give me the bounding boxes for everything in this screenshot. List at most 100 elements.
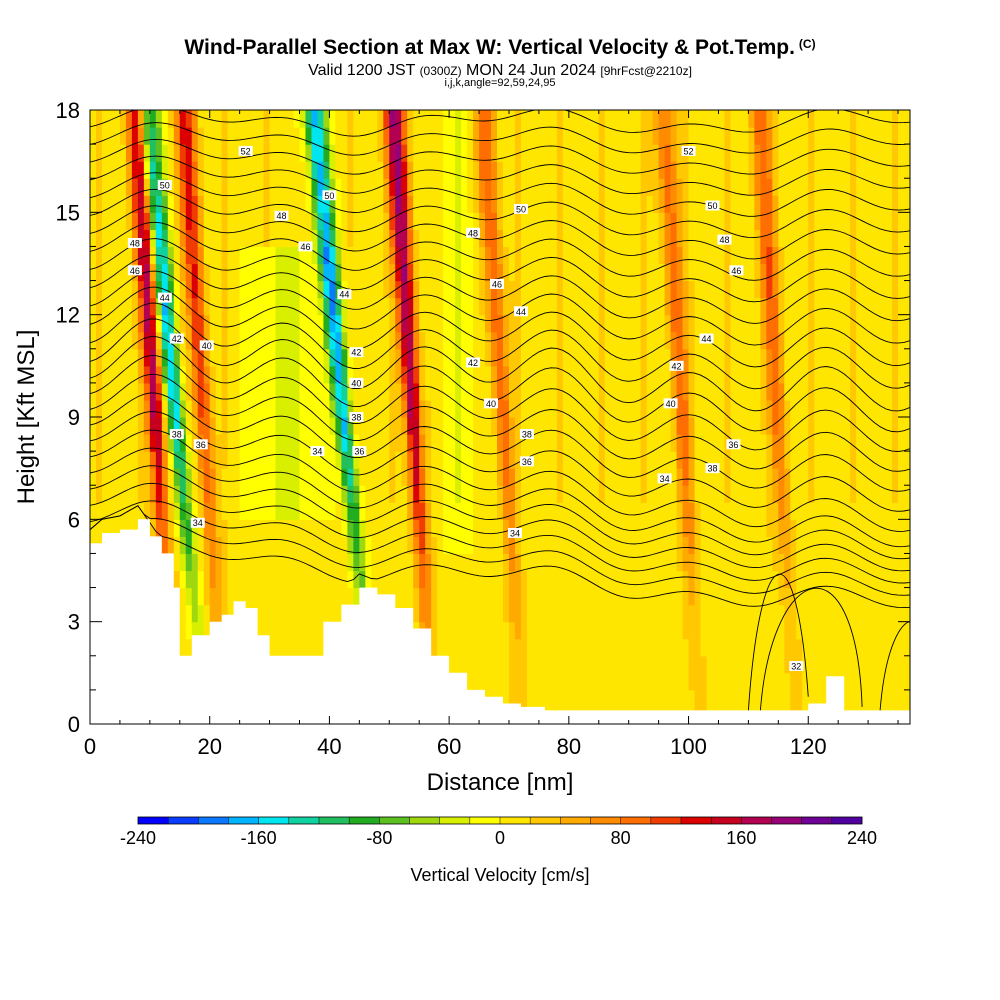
velocity-cell	[592, 485, 600, 503]
velocity-cell	[706, 127, 714, 145]
velocity-cell	[874, 587, 881, 606]
velocity-cell	[491, 246, 498, 265]
velocity-cell	[221, 314, 229, 333]
velocity-cell	[520, 110, 528, 128]
velocity-cell	[269, 621, 277, 640]
velocity-cell	[239, 536, 247, 555]
velocity-cell	[263, 263, 271, 282]
velocity-cell	[107, 382, 115, 401]
velocity-cell	[419, 502, 426, 520]
velocity-cell	[443, 229, 450, 248]
velocity-cell	[335, 127, 342, 145]
velocity-cell	[622, 399, 630, 418]
velocity-cell	[742, 263, 749, 282]
velocity-cell	[898, 485, 905, 503]
velocity-cell	[341, 144, 348, 162]
velocity-cell	[125, 382, 133, 401]
velocity-cell	[622, 638, 630, 657]
velocity-cell	[610, 434, 618, 452]
velocity-cell	[203, 246, 211, 265]
velocity-cell	[874, 178, 881, 196]
velocity-cell	[736, 144, 744, 162]
velocity-cell	[347, 417, 354, 435]
velocity-cell	[664, 212, 672, 230]
velocity-cell	[706, 502, 714, 520]
velocity-cell	[676, 161, 684, 179]
velocity-cell	[682, 621, 690, 640]
velocity-cell	[407, 502, 414, 520]
velocity-cell	[544, 195, 552, 213]
velocity-cell	[299, 485, 307, 503]
velocity-cell	[706, 672, 714, 691]
velocity-cell	[383, 246, 390, 265]
velocity-cell	[347, 519, 354, 537]
velocity-cell	[568, 451, 576, 469]
velocity-cell	[227, 553, 235, 572]
velocity-cell	[790, 212, 797, 230]
velocity-cell	[251, 382, 259, 401]
velocity-cell	[125, 195, 133, 213]
velocity-cell	[580, 672, 588, 691]
velocity-cell	[90, 417, 97, 435]
velocity-cell	[155, 399, 163, 418]
velocity-cell	[101, 280, 109, 299]
velocity-cell	[856, 382, 863, 401]
velocity-cell	[664, 536, 672, 555]
velocity-cell	[179, 399, 187, 418]
velocity-cell	[251, 178, 259, 196]
velocity-cell	[401, 434, 408, 452]
velocity-cell	[616, 246, 624, 265]
velocity-cell	[161, 348, 169, 367]
velocity-cell	[640, 434, 648, 452]
velocity-cell	[341, 348, 348, 367]
velocity-cell	[538, 587, 546, 606]
velocity-cell	[850, 587, 857, 606]
velocity-cell	[838, 297, 845, 316]
velocity-cell	[688, 434, 696, 452]
velocity-cell	[179, 246, 187, 265]
velocity-cell	[736, 178, 744, 196]
velocity-cell	[616, 161, 624, 179]
velocity-cell	[251, 570, 259, 589]
velocity-cell	[760, 161, 767, 179]
velocity-cell	[784, 110, 791, 128]
velocity-cell	[856, 689, 863, 708]
velocity-cell	[431, 434, 438, 452]
velocity-cell	[395, 502, 402, 520]
velocity-cell	[814, 314, 821, 333]
isentrope-line	[90, 318, 910, 412]
velocity-cell	[215, 553, 223, 572]
velocity-cell	[425, 229, 432, 248]
velocity-cell	[257, 127, 265, 145]
velocity-cell	[730, 110, 738, 128]
velocity-cell	[682, 434, 690, 452]
terrain-shape	[90, 519, 910, 724]
velocity-cell	[898, 553, 905, 572]
velocity-cell	[191, 212, 199, 230]
velocity-cell	[604, 246, 612, 265]
velocity-cell	[670, 553, 678, 572]
velocity-cell	[443, 365, 450, 384]
velocity-cell	[401, 553, 408, 572]
velocity-cell	[215, 178, 223, 196]
velocity-cell	[473, 638, 480, 657]
velocity-cell	[467, 672, 474, 691]
velocity-cell	[113, 297, 121, 316]
velocity-cell	[592, 263, 600, 282]
velocity-cell	[491, 638, 498, 657]
velocity-cell	[395, 451, 402, 469]
velocity-cell	[634, 127, 642, 145]
velocity-cell	[113, 280, 121, 299]
velocity-cell	[90, 195, 97, 213]
velocity-cell	[137, 246, 145, 265]
velocity-cell	[778, 587, 785, 606]
valid-utc: (0300Z)	[419, 64, 462, 78]
velocity-cell	[802, 417, 809, 435]
velocity-cell	[586, 161, 594, 179]
velocity-cell	[730, 604, 738, 623]
velocity-cell	[532, 604, 540, 623]
velocity-cell	[628, 536, 636, 555]
velocity-cell	[245, 536, 253, 555]
velocity-cell	[646, 519, 654, 537]
